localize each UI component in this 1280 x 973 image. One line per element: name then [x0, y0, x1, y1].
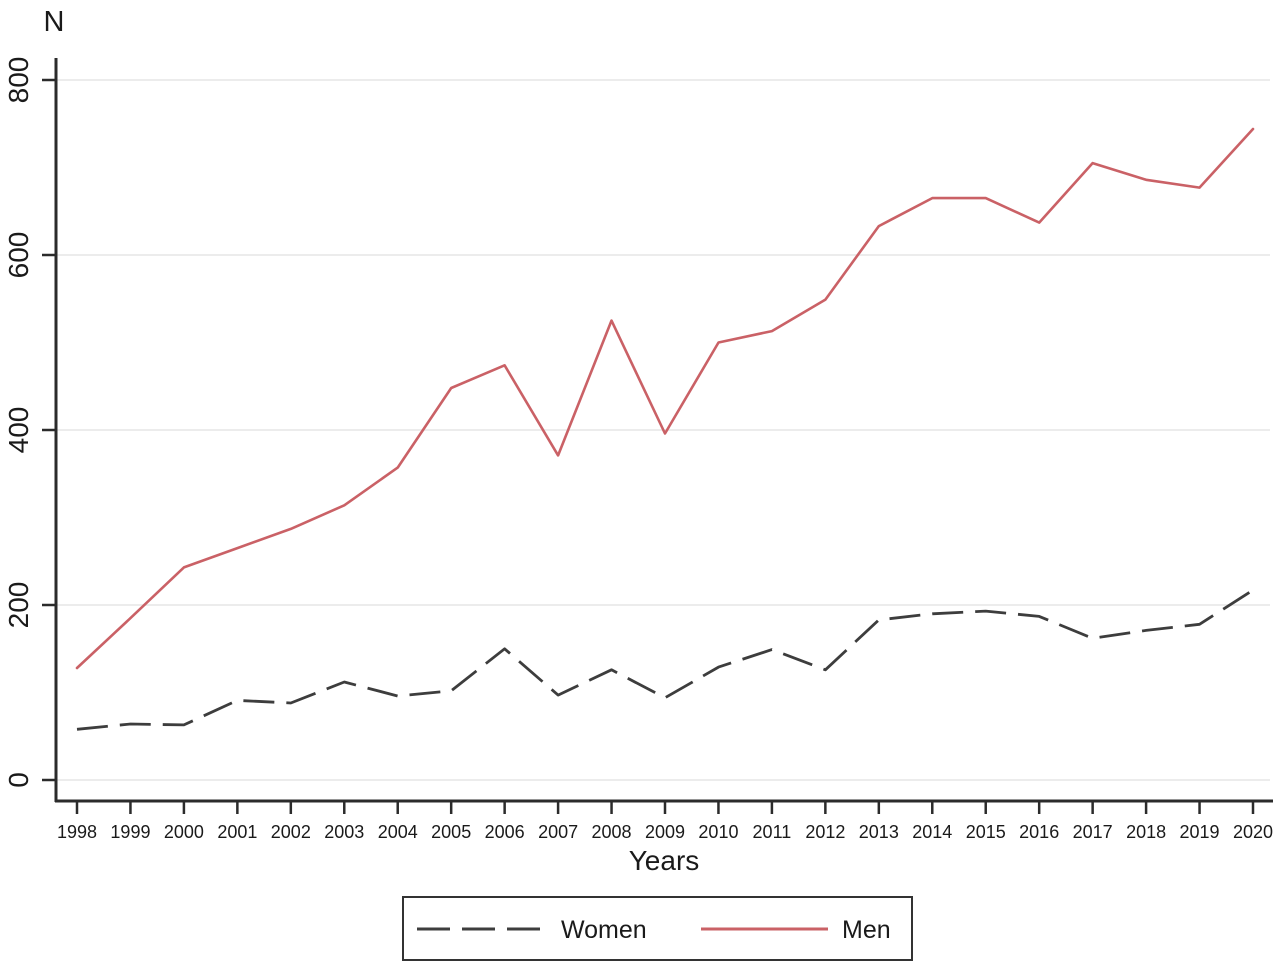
x-tick-label-2003: 2003	[324, 822, 364, 842]
x-tick-label-2007: 2007	[538, 822, 578, 842]
x-tick-label-2006: 2006	[485, 822, 525, 842]
women-data-polyline	[76, 588, 1254, 731]
x-tick-label-2012: 2012	[805, 822, 845, 842]
x-tick-label-2015: 2015	[966, 822, 1006, 842]
x-tick-label-2018: 2018	[1126, 822, 1166, 842]
x-tick-label-2005: 2005	[431, 822, 471, 842]
legend: Women Men	[402, 896, 913, 961]
y-axis: 0 200 400 600 800	[3, 57, 58, 802]
x-tick-label-2016: 2016	[1019, 822, 1059, 842]
x-ticks	[75, 801, 1255, 814]
y-tick-label-600: 600	[3, 232, 34, 279]
x-tick-label-2019: 2019	[1180, 822, 1220, 842]
x-tick-label-2011: 2011	[753, 822, 792, 842]
x-axis: 1998 1999 2000 2001 2002 2003 2004 2005 2006 2007…	[55, 799, 1273, 842]
x-tick-label-2004: 2004	[378, 822, 418, 842]
y-tick-labels: 0 200 400 600 800	[3, 57, 34, 788]
y-axis-title: N	[44, 6, 65, 38]
series-men-line	[75, 127, 1255, 670]
x-axis-title: Years	[629, 845, 700, 876]
series-women-line	[76, 588, 1254, 731]
x-tick-label-1998: 1998	[57, 822, 97, 842]
x-tick-label-2002: 2002	[271, 822, 311, 842]
y-tick-label-800: 800	[3, 57, 34, 104]
x-tick-label-2000: 2000	[164, 822, 204, 842]
x-tick-label-2001: 2001	[217, 822, 257, 842]
x-tick-label-2009: 2009	[645, 822, 685, 842]
y-tick-label-400: 400	[3, 407, 34, 454]
x-tick-label-2017: 2017	[1073, 822, 1113, 842]
x-tick-label-2008: 2008	[592, 822, 632, 842]
x-tick-label-2010: 2010	[698, 822, 738, 842]
y-tick-label-200: 200	[3, 582, 34, 629]
men-data-polyline	[75, 127, 1255, 670]
x-tick-label-2014: 2014	[912, 822, 952, 842]
x-tick-labels: 1998 1999 2000 2001 2002 2003 2004 2005 2006 2007…	[57, 822, 1273, 842]
x-tick-label-2020: 2020	[1233, 822, 1273, 842]
legend-men-label: Men	[842, 916, 891, 944]
legend-women-label: Women	[561, 916, 647, 944]
x-tick-label-1999: 1999	[110, 822, 150, 842]
y-tick-label-0: 0	[3, 772, 34, 788]
y-ticks	[42, 78, 56, 782]
x-tick-label-2013: 2013	[859, 822, 899, 842]
